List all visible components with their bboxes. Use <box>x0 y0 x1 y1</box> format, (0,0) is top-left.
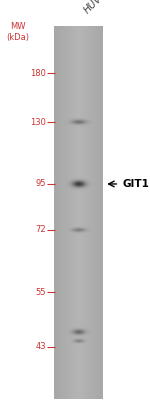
Text: 95: 95 <box>35 179 46 188</box>
Text: 72: 72 <box>35 225 46 234</box>
Text: 55: 55 <box>35 288 46 297</box>
Text: HUVEC: HUVEC <box>82 0 113 15</box>
Text: 180: 180 <box>30 69 46 78</box>
Text: MW
(kDa): MW (kDa) <box>6 22 30 42</box>
Text: 130: 130 <box>30 118 46 127</box>
Text: GIT1: GIT1 <box>122 179 149 189</box>
Text: 43: 43 <box>35 342 46 351</box>
